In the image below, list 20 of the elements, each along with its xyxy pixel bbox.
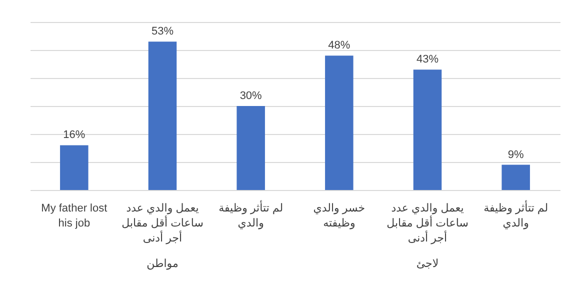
x-tick-label: يعمل والدي عدد ساعات أقل مقابل أجر أدنى	[122, 202, 204, 244]
bar	[236, 106, 265, 190]
x-tick-label: يعمل والدي عدد ساعات أقل مقابل أجر أدنى	[386, 202, 468, 244]
bar	[60, 145, 88, 190]
x-tick-label: لم تتأثر وظيفة والدي	[484, 200, 548, 230]
bar	[502, 164, 530, 190]
x-tick-label: لم تتأثر وظيفة والدي	[218, 200, 284, 230]
x-tick-label: خسر والدي وظيفته	[313, 202, 366, 230]
data-label: 43%	[416, 54, 439, 66]
bar	[413, 70, 442, 190]
data-label: 48%	[328, 40, 350, 52]
data-label: 53%	[151, 26, 174, 38]
text: لاجئ	[416, 258, 439, 270]
data-label: 9%	[508, 148, 524, 161]
bar	[148, 42, 177, 190]
data-label: 30%	[240, 90, 262, 102]
data-label: 16%	[63, 129, 86, 142]
bar	[325, 56, 354, 190]
text: مواطن	[146, 258, 178, 270]
x-tick-label: My father lost his job	[41, 202, 108, 230]
